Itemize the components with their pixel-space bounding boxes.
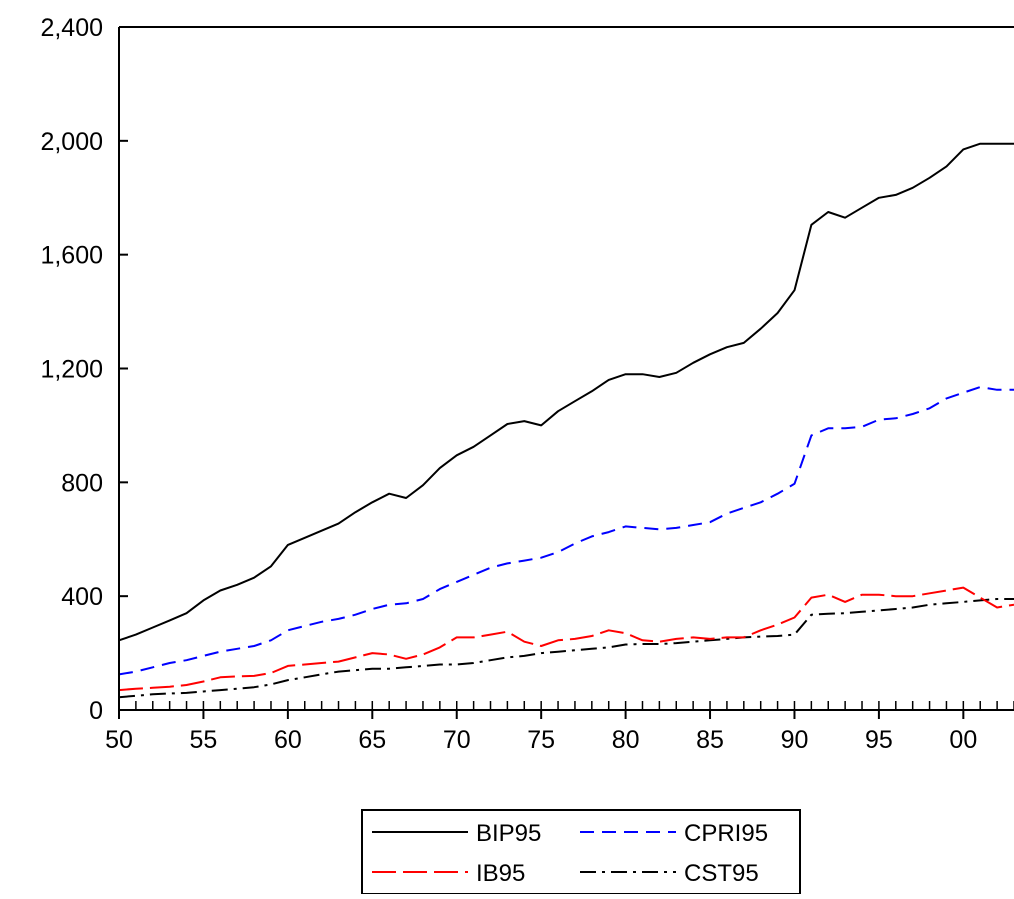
y-tick-label: 400 [61,583,103,611]
x-tick-label: 95 [865,726,893,754]
x-tick-label: 00 [949,726,977,754]
legend: BIP95 CPRI95 IB95 CST95 [361,809,801,895]
y-tick-label: 2,000 [40,128,103,156]
x-tick-label: 60 [274,726,302,754]
x-tick-label: 90 [781,726,809,754]
x-tick-label: 65 [358,726,386,754]
x-tick-label: 80 [612,726,640,754]
x-tick-label: 55 [190,726,218,754]
y-tick-label: 1,200 [40,356,103,384]
series-layer [118,142,1014,699]
series-line-bip95 [118,142,1014,642]
legend-label-bip95: BIP95 [476,820,541,847]
x-tick-label: 50 [105,726,133,754]
axes-layer: 0 400 800 1,200 1,600 2,000 2,400 50 55 60 65 70 75 8… [40,14,1014,754]
series-line-cpri95 [118,386,1014,676]
legend-label-cpri95: CPRI95 [684,820,768,847]
series-line-ib95 [118,586,1014,692]
legend-box [361,809,801,895]
y-tick-label: 800 [61,469,103,497]
x-tick-label: 75 [527,726,555,754]
y-tick-label: 2,400 [40,14,103,42]
legend-label-cst95: CST95 [684,860,759,887]
x-tick-label: 85 [696,726,724,754]
x-tick-label: 70 [443,726,471,754]
series-line-cst95 [118,598,1014,699]
y-tick-label: 1,600 [40,242,103,270]
y-tick-label: 0 [89,697,103,725]
legend-label-ib95: IB95 [476,860,525,887]
